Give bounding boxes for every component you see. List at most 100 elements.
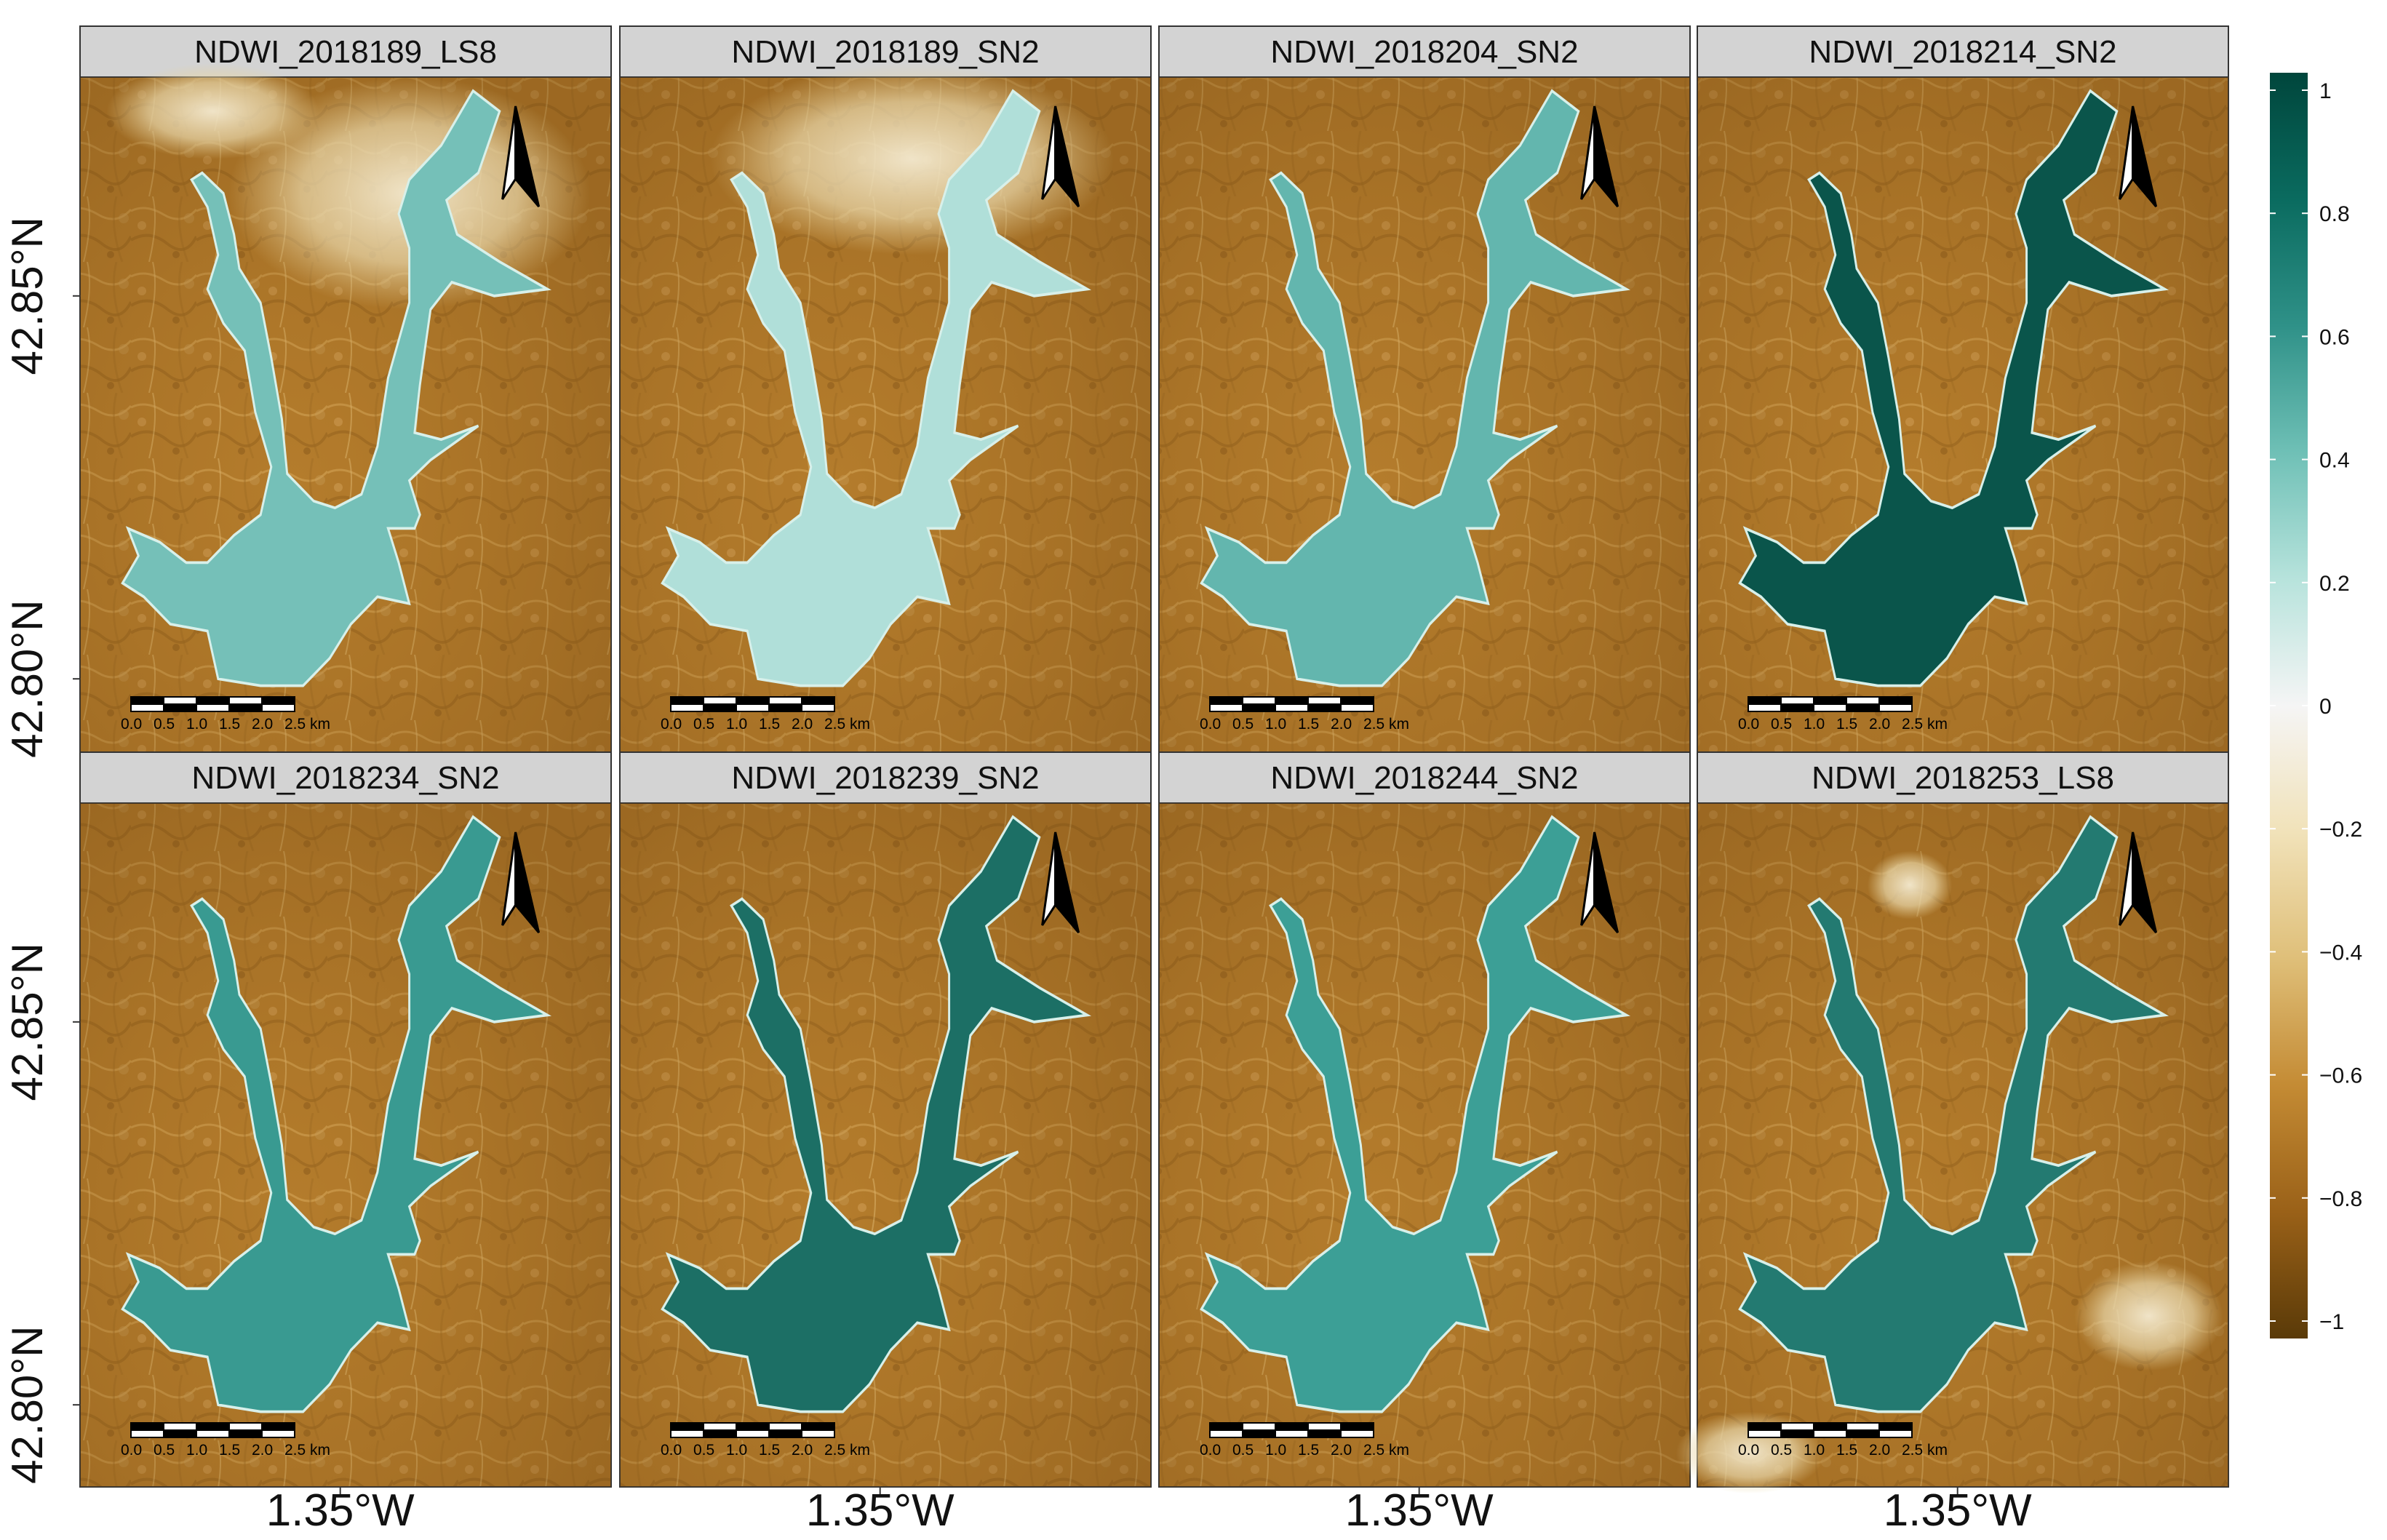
scale-bar-label: 0.5 [1771,1442,1792,1459]
scale-bar: 0.0 0.5 1.0 1.5 2.0 2.5 km [121,696,330,733]
reservoir-water [121,89,552,687]
terrain-shading [620,803,1151,1487]
y-tick-label: 42.80°N [3,1325,52,1483]
panel-title: NDWI_2018244_SN2 [1270,760,1578,796]
colorbar-tick-label: −0.2 [2319,818,2362,842]
scale-bar-label: 2.5 km [824,1442,870,1459]
panel-header [1697,751,2229,804]
scale-bar: 0.0 0.5 1.0 1.5 2.0 2.5 km [1200,696,1409,733]
reservoir-water [1200,815,1631,1413]
scale-bar-label: 0.0 [121,1442,142,1459]
scale-bar-label: 1.5 [1298,1442,1319,1459]
scale-bar: 0.0 0.5 1.0 1.5 2.0 2.5 km [661,1422,870,1459]
scale-bar-label: 2.5 km [1363,716,1409,733]
colorbar-tick-label: 0.8 [2319,202,2350,226]
map-panel: NDWI_2018214_SN2 0.0 0.5 1.0 1.5 2.0 2.5 km [1697,25,2229,762]
terrain-shading [1159,803,1690,1487]
scale-bar-label: 2.0 [252,1442,273,1459]
scale-bar-label: 2.5 km [284,716,330,733]
north-arrow-icon [1580,105,1619,207]
colorbar-tick-label: 0 [2319,695,2332,719]
scale-bar-label: 0.0 [661,1442,682,1459]
scale-bar: 0.0 0.5 1.0 1.5 2.0 2.5 km [661,696,870,733]
ndwi-colorbar: 1 0.8 0.6 0.4 0.2 0 −0.2 −0.4 −0.6 −0.8 −1 [2270,73,2362,1338]
scale-bar: 0.0 0.5 1.0 1.5 2.0 2.5 km [1200,1422,1409,1459]
north-arrow-icon [501,105,541,207]
scale-bar-label: 2.0 [792,1442,813,1459]
panel-header [79,751,612,804]
scale-bar-label: 0.0 [1738,716,1759,733]
reservoir-water [661,815,1092,1413]
panel-title: NDWI_2018189_SN2 [731,34,1039,70]
scale-bar-label: 1.5 [759,716,780,733]
scale-bar-label: 1.0 [1265,1442,1286,1459]
scale-bar-label: 0.0 [661,716,682,733]
scale-bar-label: 2.5 km [824,716,870,733]
map-panel: NDWI_2018234_SN2 0.0 0.5 1.0 1.5 2.0 2.5 km [79,751,612,1488]
scale-bar-label: 2.5 km [1902,1442,1948,1459]
scale-bar-label: 2.0 [792,716,813,733]
panel-header [619,751,1152,804]
scale-bar-label: 0.5 [693,716,714,733]
scale-bar-label: 1.5 [759,1442,780,1459]
reservoir-water [1200,89,1631,687]
colorbar-tick-label: 0.6 [2319,325,2350,349]
y-tick-label: 42.85°N [3,217,52,375]
panel-header [1158,751,1691,804]
scale-bar-label: 0.0 [1738,1442,1759,1459]
map-panel: NDWI_2018204_SN2 0.0 0.5 1.0 1.5 2.0 2.5 km [1158,25,1691,762]
scale-bar-label: 0.0 [1200,1442,1221,1459]
scale-bar-label: 0.5 [1771,716,1792,733]
scale-bar-label: 2.0 [1331,716,1352,733]
scale-bar-label: 1.0 [1265,716,1286,733]
panel-title: NDWI_2018253_LS8 [1812,760,2114,796]
scale-bar-label: 1.0 [186,1442,207,1459]
north-arrow-icon [2119,105,2158,207]
north-arrow-icon [2119,831,2158,933]
scale-bar-label: 2.0 [1869,716,1890,733]
north-arrow-icon [1580,831,1619,933]
scale-bar: 0.0 0.5 1.0 1.5 2.0 2.5 km [1738,1422,1948,1459]
scale-bar-label: 0.0 [1200,716,1221,733]
panel-title: NDWI_2018204_SN2 [1270,34,1578,70]
reservoir-water [121,815,552,1413]
terrain-shading [1697,803,2228,1487]
panel-title: NDWI_2018234_SN2 [191,760,499,796]
scale-bar-label: 2.5 km [284,1442,330,1459]
panel-header [1158,25,1691,78]
scale-bar-label: 1.0 [1804,716,1825,733]
north-arrow-icon [1041,105,1080,207]
cloud-haze [2074,1261,2223,1371]
scale-bar-label: 1.5 [219,716,240,733]
terrain-shading [1697,77,2228,761]
y-tick-label: 42.85°N [3,943,52,1101]
map-panel: NDWI_2018244_SN2 0.0 0.5 1.0 1.5 2.0 2.5 km [1158,751,1691,1488]
scale-bar: 0.0 0.5 1.0 1.5 2.0 2.5 km [121,1422,330,1459]
axes: 1.35°W 1.35°W 1.35°W 1.35°W42.85°N42.80°N42… [3,217,2032,1536]
panel-title: NDWI_2018189_LS8 [194,34,497,70]
scale-bar-label: 1.5 [1836,716,1857,733]
map-panel: NDWI_2018253_LS8 0.0 0.5 1.0 1.5 2.0 2.5 km [1675,751,2229,1494]
terrain-shading [1159,77,1690,761]
colorbar-tick-label: −1 [2319,1310,2344,1334]
scale-bar-label: 1.0 [726,1442,747,1459]
cloud-haze [1867,850,1953,919]
scale-bar-label: 0.5 [1232,1442,1254,1459]
scale-bar-label: 0.5 [693,1442,714,1459]
scale-bar-label: 1.0 [726,716,747,733]
scale-bar-label: 2.5 km [1363,1442,1409,1459]
panel-title: NDWI_2018239_SN2 [731,760,1039,796]
scale-bar-label: 1.5 [219,1442,240,1459]
reservoir-water [1738,815,2169,1413]
map-panel: NDWI_2018189_SN2 0.0 0.5 1.0 1.5 2.0 2.5 km [619,25,1152,762]
colorbar-tick-label: 1 [2319,79,2332,103]
colorbar-tick-label: −0.4 [2319,941,2362,965]
scale-bar-label: 2.0 [1331,1442,1352,1459]
scale-bar-label: 2.0 [1869,1442,1890,1459]
reservoir-water [661,89,1092,687]
map-panel: NDWI_2018239_SN2 0.0 0.5 1.0 1.5 2.0 2.5 km [619,751,1152,1488]
colorbar-tick-label: 0.4 [2319,449,2350,473]
scale-bar-label: 2.5 km [1902,716,1948,733]
